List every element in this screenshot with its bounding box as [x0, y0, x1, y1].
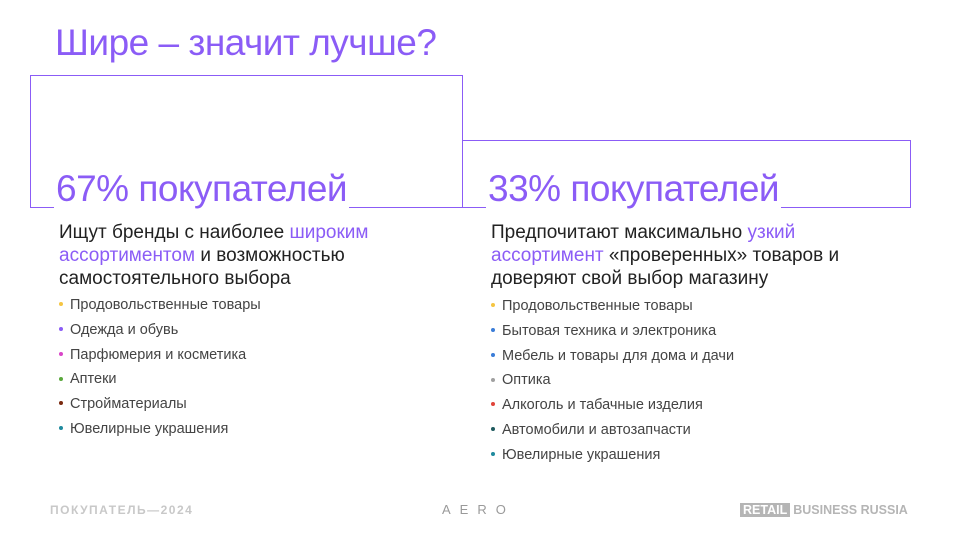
right-description: Предпочитают максимально узкий ассортиме…: [491, 221, 891, 290]
bullet-dot-icon: [59, 426, 63, 431]
bullet-dot-icon: [59, 302, 63, 307]
bullet-dot-icon: [491, 327, 495, 332]
list-item: Бытовая техника и электроника: [491, 319, 734, 344]
bullet-dot-icon: [59, 401, 63, 406]
brand-name: BUSINESS RUSSIA: [793, 503, 908, 517]
retail-business-russia-logo: RETAIL BUSINESS RUSSIA: [740, 503, 908, 517]
right-desc-text: Предпочитают максимально: [491, 222, 748, 243]
left-description: Ищут бренды с наиболее широким ассортиме…: [59, 221, 439, 290]
aero-logo: AERO: [442, 502, 515, 517]
left-percent-heading: 67% покупателей: [54, 168, 350, 209]
list-item: Стройматериалы: [59, 392, 261, 417]
left-desc-highlight: широким ассортиментом: [59, 222, 369, 266]
list-item-label: Аптеки: [70, 371, 117, 388]
list-item-label: Продовольственные товары: [70, 297, 261, 313]
list-item: Аптеки: [59, 367, 261, 392]
list-item-label: Парфюмерия и косметика: [70, 346, 247, 363]
bullet-dot-icon: [59, 376, 63, 381]
retail-tag: RETAIL: [740, 503, 791, 517]
right-percent-heading: 33% покупателей: [486, 168, 782, 209]
list-item-label: Мебель и товары для дома и дачи: [502, 347, 735, 364]
bullet-dot-icon: [491, 451, 495, 456]
list-item: Мебель и товары для дома и дачи: [491, 344, 734, 369]
list-item: Ювелирные украшения: [59, 417, 261, 442]
bullet-dot-icon: [491, 402, 495, 407]
left-desc-text-end: и возможностью самостоятельного выбора: [59, 245, 345, 289]
bullet-dot-icon: [491, 377, 495, 382]
left-desc-text: Ищут бренды с наиболее: [59, 222, 290, 243]
list-item-label: Одежда и обувь: [70, 321, 179, 338]
bullet-dot-icon: [491, 303, 495, 308]
list-item: Оптика: [491, 368, 734, 393]
right-desc-text-end: «проверенных» товаров и доверяют свой вы…: [491, 245, 840, 289]
list-item: Одежда и обувь: [59, 318, 261, 343]
list-item-label: Стройматериалы: [70, 396, 187, 413]
right-desc-highlight: узкий ассортимент: [491, 222, 796, 266]
list-item-label: Ювелирные украшения: [502, 446, 661, 463]
list-item-label: Оптика: [502, 372, 551, 389]
list-item-label: Ювелирные украшения: [70, 420, 229, 437]
bullet-dot-icon: [59, 351, 63, 356]
bullet-dot-icon: [491, 352, 495, 357]
list-item: Ювелирные украшения: [491, 443, 734, 468]
list-item-label: Бытовая техника и электроника: [502, 322, 717, 339]
footer-report-label: ПОКУПАТЕЛЬ—2024: [50, 503, 194, 517]
list-item-label: Продовольственные товары: [502, 298, 693, 314]
list-item: Продовольственные товары: [59, 293, 261, 318]
list-item-label: Алкоголь и табачные изделия: [502, 397, 703, 414]
left-category-list: Продовольственные товары Одежда и обувь …: [59, 293, 261, 442]
bullet-dot-icon: [59, 326, 63, 331]
bullet-dot-icon: [491, 427, 495, 432]
list-item: Автомобили и автозапчасти: [491, 418, 734, 443]
list-item-label: Автомобили и автозапчасти: [502, 421, 691, 438]
slide-title: Шире – значит лучше?: [55, 22, 437, 63]
right-category-list: Продовольственные товары Бытовая техника…: [491, 294, 734, 468]
list-item: Парфюмерия и косметика: [59, 343, 261, 368]
list-item: Алкоголь и табачные изделия: [491, 393, 734, 418]
list-item: Продовольственные товары: [491, 294, 734, 319]
